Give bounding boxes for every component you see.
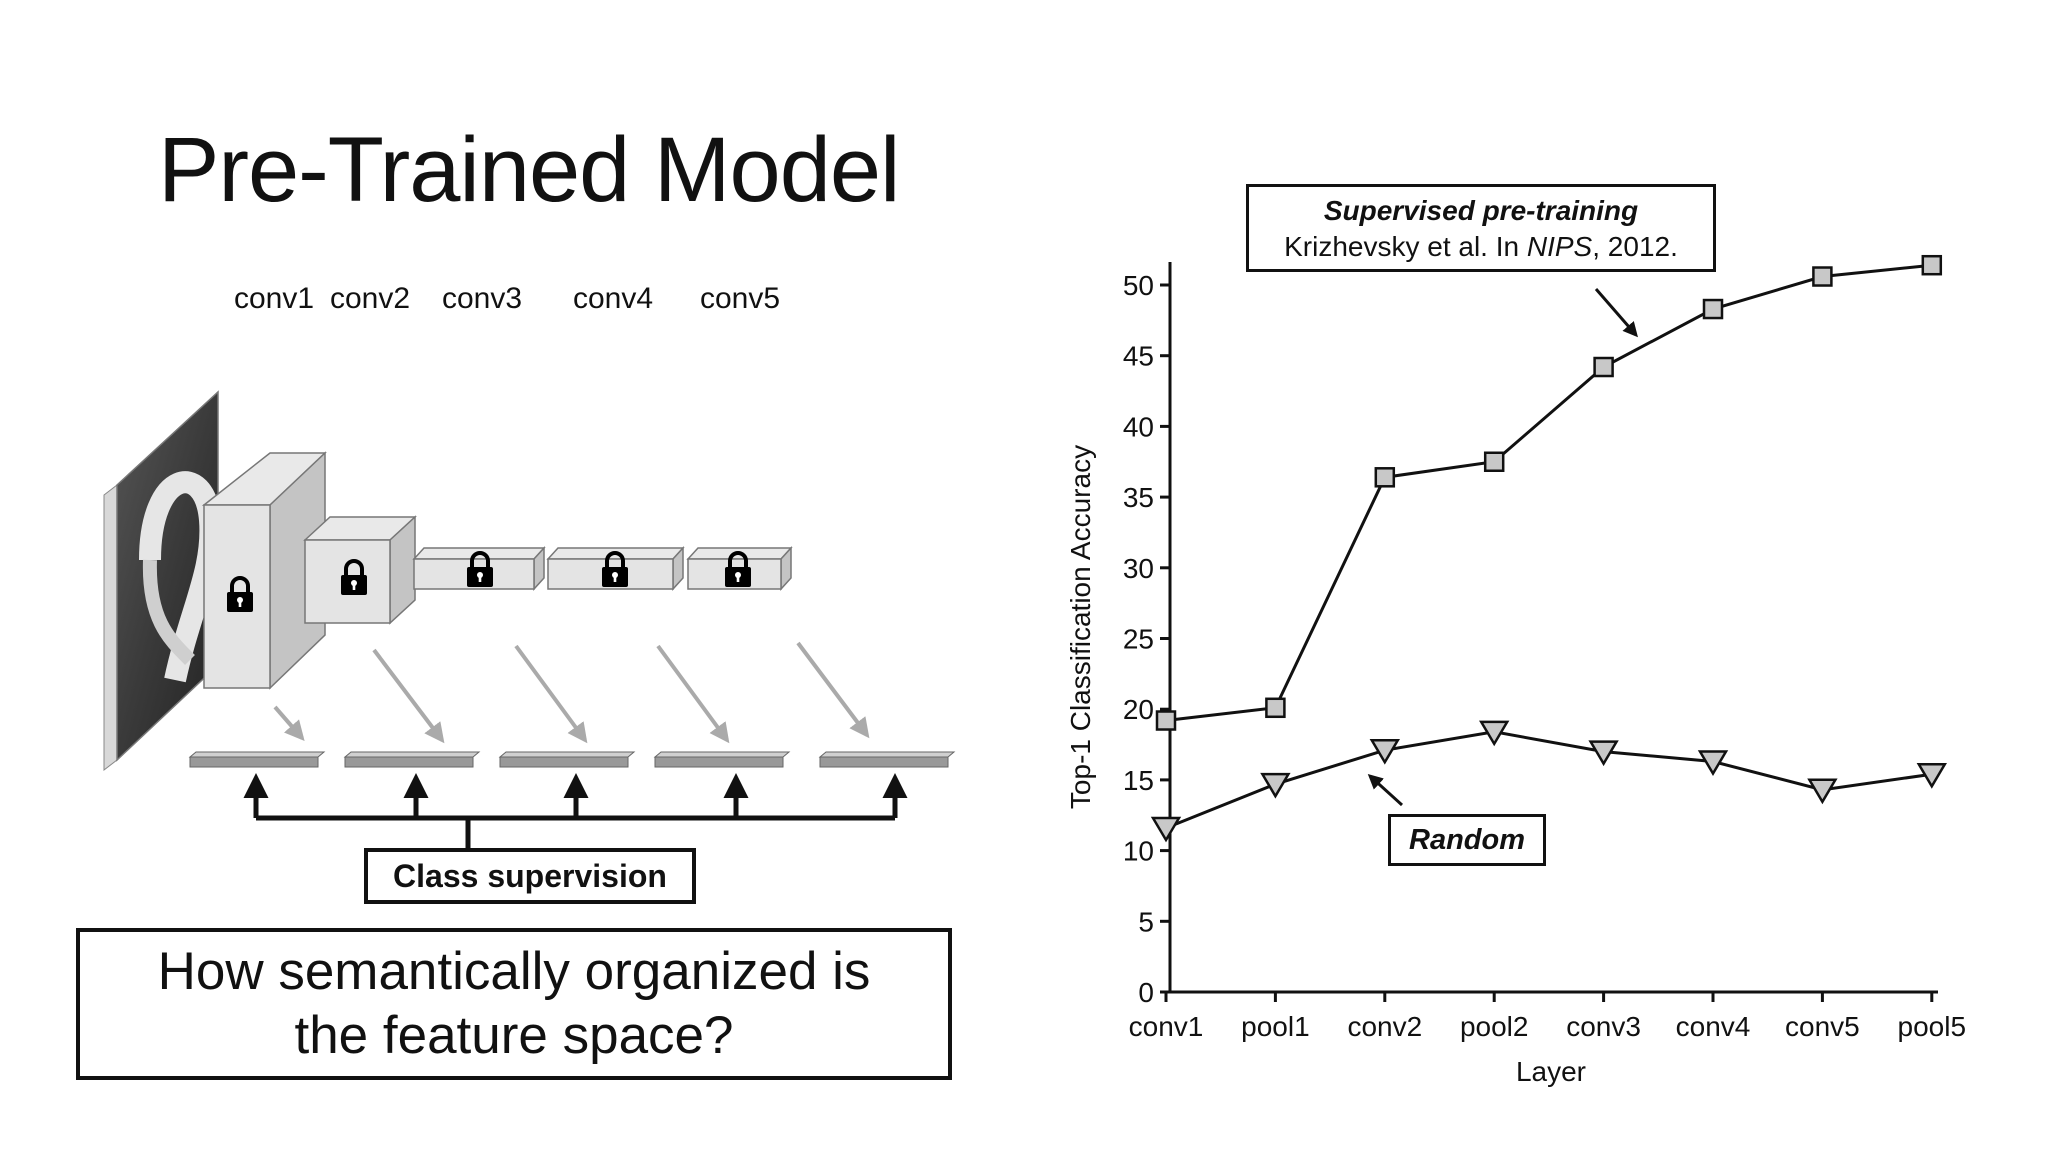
classifier-bar [818,751,956,768]
square-marker [1374,467,1396,488]
x-tick-label: pool2 [1460,1011,1529,1042]
question-line-1: How semantically organized is [157,942,871,1001]
layer-label-conv4: conv4 [573,282,654,315]
supervised-annotation-arrow [1594,288,1638,338]
layer-label-conv1: conv1 [234,282,315,315]
classifier-bar [343,751,481,768]
triangle-marker [1369,738,1400,765]
series-line-0 [1165,263,1932,723]
square-marker [1812,266,1833,287]
feature-arrow [796,641,870,739]
chart-axes [1168,262,1938,994]
triangle-marker [1588,740,1619,767]
square-marker [1155,710,1177,731]
feature-arrow [273,705,305,742]
supervised-annotation-citation: Krizhevsky et al. In NIPS, 2012. [1249,229,1713,265]
y-tick-label: 35 [1123,482,1154,513]
x-tick-label: conv5 [1785,1011,1860,1042]
y-tick-label: 40 [1123,411,1154,442]
conv2-block [303,515,417,625]
layer-label-conv3: conv3 [442,282,523,315]
layer-label-conv5: conv5 [700,282,781,315]
layer-label-conv2: conv2 [330,282,411,315]
random-annotation-arrow [1367,773,1404,807]
citation-year: , 2012. [1592,231,1678,262]
question-box: How semantically organized is the featur… [76,928,952,1080]
triangle-marker [1916,762,1947,789]
supervised-annotation-title: Supervised pre-training [1323,195,1639,226]
supervision-connector [243,773,908,848]
triangle-marker [1807,778,1838,805]
square-marker [1265,697,1286,719]
conv3-block [412,546,546,591]
citation-authors: Krizhevsky et al. In [1284,231,1527,262]
y-tick-label: 10 [1123,836,1154,867]
y-tick-label: 25 [1123,624,1154,655]
triangle-marker [1479,720,1510,747]
square-marker [1483,451,1505,472]
citation-venue: NIPS [1526,231,1593,262]
classifier-bar [188,751,326,768]
y-tick-label: 5 [1138,906,1154,937]
x-tick-label: conv3 [1566,1011,1641,1042]
y-tick-label: 45 [1123,341,1154,372]
x-tick-label: pool1 [1241,1011,1310,1042]
y-tick-label: 15 [1123,765,1154,796]
square-marker [1593,356,1614,378]
x-tick-label: conv4 [1676,1011,1751,1042]
linear-classifiers [188,751,956,768]
conv1-block [201,451,327,690]
random-annotation: Random [1388,814,1546,866]
y-tick-label: 30 [1123,553,1154,584]
input-image [103,390,222,772]
y-tick-label: 20 [1123,694,1154,725]
feature-arrow [372,648,445,744]
conv4-block [546,546,685,591]
x-tick-label: pool5 [1898,1011,1967,1042]
class-supervision-box: Class supervision [364,848,696,904]
feature-arrow [514,644,588,744]
triangle-marker [1260,772,1291,799]
page-title: Pre-Trained Model [158,119,900,221]
x-tick-label: conv1 [1129,1011,1204,1042]
x-axis-title: Layer [1516,1056,1586,1087]
y-tick-label: 0 [1138,977,1154,1008]
triangle-marker [1697,750,1729,776]
series-line-1 [1165,730,1933,830]
classifier-bar [653,751,791,768]
triangle-marker [1150,816,1182,843]
square-marker [1702,298,1724,320]
feature-arrow [656,644,730,744]
supervised-annotation: Supervised pre-training Krizhevsky et al… [1246,184,1716,272]
conv5-block [686,546,793,591]
question-line-2: the feature space? [294,1006,734,1065]
accuracy-chart: 0 5 10 15 20 25 30 35 40 45 50 conv1 pool1 conv2 pool… [1065,254,1967,1087]
classifier-bar [498,751,636,768]
y-tick-label: 50 [1123,270,1154,301]
y-axis-title: Top-1 Classification Accuracy [1065,445,1096,809]
square-marker [1921,254,1943,276]
feature-arrows [273,641,870,744]
x-tick-label: conv2 [1347,1011,1422,1042]
